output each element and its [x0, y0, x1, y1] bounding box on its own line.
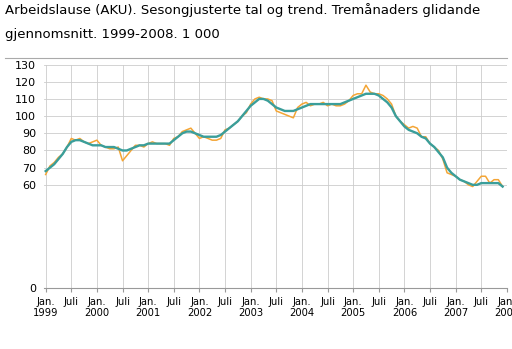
Line: Sesongjustert: Sesongjustert — [46, 85, 503, 187]
Trend — [42, 169, 49, 173]
Sesongjustert — [90, 140, 96, 144]
Trend — [115, 147, 121, 151]
Line: Trend: Trend — [46, 94, 503, 187]
Trend — [90, 143, 96, 147]
Text: gjennomsnitt. 1999-2008. 1 000: gjennomsnitt. 1999-2008. 1 000 — [5, 28, 220, 41]
Sesongjustert — [256, 95, 262, 99]
Sesongjustert — [470, 185, 476, 189]
Trend — [440, 155, 446, 159]
Sesongjustert — [115, 145, 121, 149]
Trend — [500, 185, 506, 189]
Sesongjustert — [500, 185, 506, 189]
Sesongjustert — [363, 83, 369, 87]
Trend — [495, 181, 501, 185]
Trend — [363, 92, 369, 96]
Sesongjustert — [42, 172, 49, 177]
Trend — [256, 97, 262, 101]
Trend — [410, 129, 416, 134]
Sesongjustert — [410, 124, 416, 128]
Sesongjustert — [440, 157, 446, 161]
Sesongjustert — [449, 172, 455, 177]
Text: Arbeidslause (AKU). Sesongjusterte tal og trend. Tremånaders glidande: Arbeidslause (AKU). Sesongjusterte tal o… — [5, 3, 480, 17]
